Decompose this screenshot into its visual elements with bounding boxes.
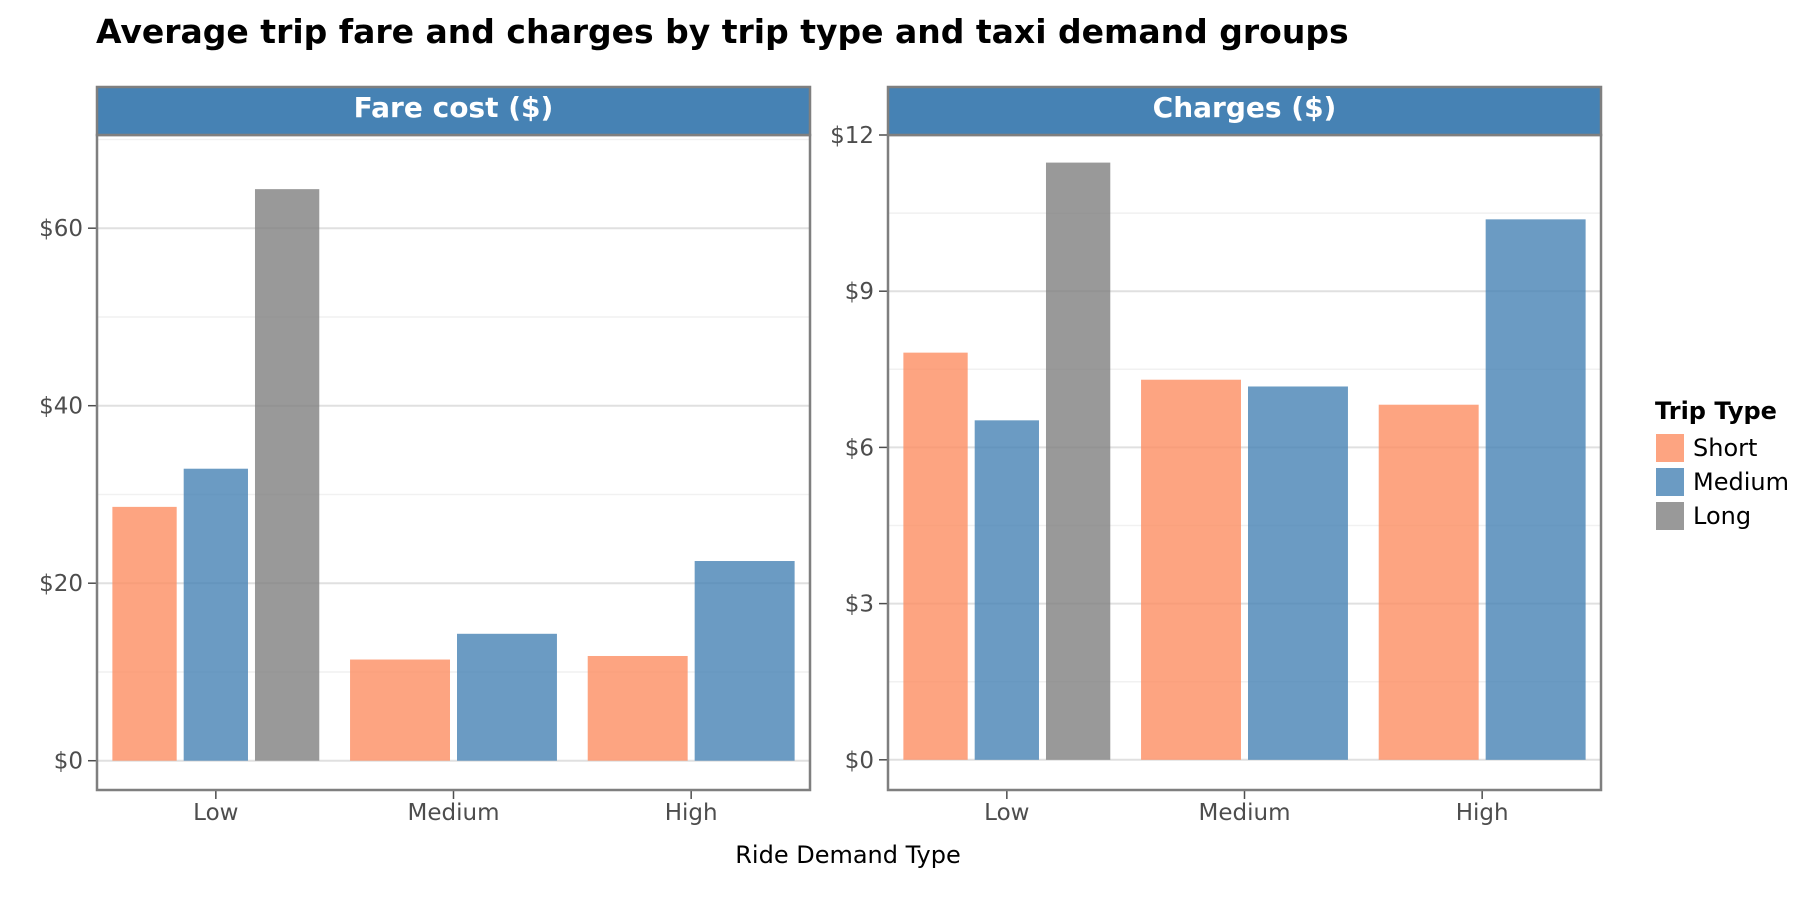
y-tick-label: $9	[845, 279, 874, 305]
chart-title: Average trip fare and charges by trip ty…	[96, 12, 1349, 51]
y-tick-label: $60	[39, 216, 83, 242]
bar-fare-cost-medium-short	[350, 659, 450, 761]
x-tick-label: Low	[984, 800, 1029, 826]
bar-charges-low-short	[903, 352, 968, 760]
y-tick-label: $12	[830, 123, 874, 149]
x-tick-label: Low	[193, 800, 238, 826]
facet-strip	[886, 85, 1603, 137]
bar-fare-cost-high-medium	[694, 561, 795, 761]
bar-charges-low-medium	[974, 420, 1039, 760]
y-tick-label: $0	[845, 748, 874, 774]
x-tick-label: High	[665, 800, 718, 826]
legend-label-short: Short	[1693, 434, 1757, 462]
facet-strip-label: Fare cost ($)	[354, 91, 554, 124]
x-tick-label: Medium	[408, 800, 500, 826]
legend-swatch-short	[1656, 434, 1684, 462]
facet-strip-label: Charges ($)	[1153, 91, 1337, 124]
y-tick-label: $3	[845, 592, 874, 618]
panel-fare-cost: $0 $20 $40 $60 Low Medium High Fare cost ($)	[39, 85, 812, 826]
legend-label-long: Long	[1693, 502, 1751, 530]
bar-fare-cost-medium-medium	[457, 633, 557, 761]
legend-title: Trip Type	[1655, 397, 1777, 425]
x-axis-title: Ride Demand Type	[735, 841, 961, 869]
bar-fare-cost-high-short	[587, 655, 688, 761]
bar-fare-cost-low-short	[112, 506, 177, 761]
bar-fare-cost-low-long	[254, 189, 320, 761]
bar-charges-medium-short	[1141, 379, 1241, 760]
bar-fare-cost-low-medium	[183, 468, 248, 761]
legend-label-medium: Medium	[1693, 468, 1789, 496]
bar-charges-high-short	[1378, 404, 1479, 760]
legend: Trip Type Short Medium Long	[1655, 397, 1789, 530]
y-tick-label: $0	[54, 749, 83, 775]
legend-swatch-medium	[1656, 468, 1684, 496]
panel-charges: $0 $3 $6 $9 $12 Low Medium High Charges ($)	[830, 85, 1603, 826]
bar-charges-medium-medium	[1248, 386, 1348, 760]
y-tick-label: $6	[845, 435, 874, 461]
bar-charges-high-medium	[1485, 219, 1586, 760]
y-tick-label: $20	[39, 571, 83, 597]
y-tick-label: $40	[39, 394, 83, 420]
x-tick-label: Medium	[1199, 800, 1291, 826]
x-tick-label: High	[1456, 800, 1509, 826]
legend-swatch-long	[1656, 502, 1684, 530]
bar-charges-low-long	[1045, 162, 1111, 760]
facet-strip	[95, 85, 812, 137]
